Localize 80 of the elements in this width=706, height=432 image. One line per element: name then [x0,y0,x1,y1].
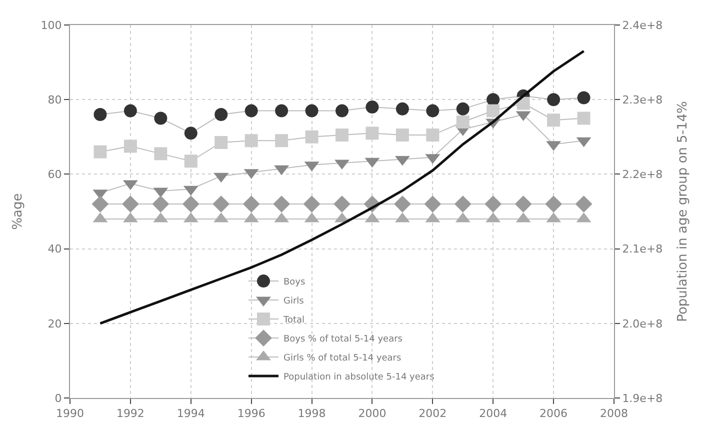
point [456,115,470,128]
x-tick-label: 1996 [237,407,266,420]
point [575,196,592,212]
point [394,196,411,212]
point [514,196,532,212]
point [334,196,350,212]
point [486,104,500,118]
legend-label: Boys % of total 5-14 years [284,334,403,345]
point [154,112,168,125]
legend-label: Boys [284,278,306,288]
y-tick-label: 40 [48,242,62,256]
point [424,196,442,212]
y2-tick-label: 2.0e+8 [622,317,663,330]
y-tick-label: 80 [48,93,62,106]
point [184,126,198,140]
legend-label: Girls % of total 5-14 years [284,354,402,364]
point [366,126,379,140]
point [214,136,228,149]
point [426,128,440,142]
point [244,134,258,148]
x-tick-label: 2002 [418,407,447,420]
point [94,145,107,158]
x-tick-label: 1990 [56,407,84,420]
point [577,91,590,104]
point [547,93,560,106]
y-tick-label: 0 [54,392,62,405]
point [275,134,288,148]
point [303,196,320,212]
point [94,108,107,122]
point [486,93,500,106]
y2-tick-label: 2.4e+8 [622,18,663,32]
point [124,140,137,153]
x-tick-label: 2008 [600,407,628,420]
point [182,196,200,212]
point [92,196,109,212]
point [305,130,318,144]
point [577,112,590,125]
point [396,128,409,142]
x-tick-label: 1998 [298,407,326,420]
point [242,196,260,212]
y2-tick-label: 2.2e+8 [622,168,663,182]
x-tick-label: 2004 [479,407,508,420]
point [547,114,560,127]
point [184,154,198,168]
point [154,147,168,160]
point [366,100,379,114]
point [273,196,290,212]
legend-label: Population in absolute 5-14 years [284,372,435,383]
point [545,196,562,212]
legend-label: Girls [284,296,304,307]
y2-tick-label: 2.1e+8 [622,242,663,256]
y-tick-label: 60 [48,168,62,182]
y2-tick-label: 2.3e+8 [622,93,663,106]
point [456,102,470,116]
y-tick-label: 100 [40,18,62,32]
point [124,104,137,118]
point [336,104,348,118]
x-tick-label: 2006 [540,407,568,420]
line-series [98,50,586,325]
x-tick-label: 1994 [176,407,205,420]
point [152,196,170,212]
y2-tick-label: 1.9e+8 [622,392,663,405]
point [305,104,318,118]
point [214,108,228,122]
y2-axis-title: Population in age group on 5-14% [675,101,690,322]
point [454,196,472,212]
x-tick-label: 2000 [358,407,386,420]
y-axis-title: %age [10,193,26,230]
point [122,196,139,212]
point [336,128,348,142]
x-tick-label: 1992 [116,407,144,420]
point [484,196,502,212]
y-tick-label: 20 [48,317,62,330]
point [212,196,230,212]
point [275,104,288,118]
point [426,104,440,118]
point [516,96,530,110]
point [244,104,258,118]
point [396,102,409,116]
legend-label: Total [282,316,305,326]
